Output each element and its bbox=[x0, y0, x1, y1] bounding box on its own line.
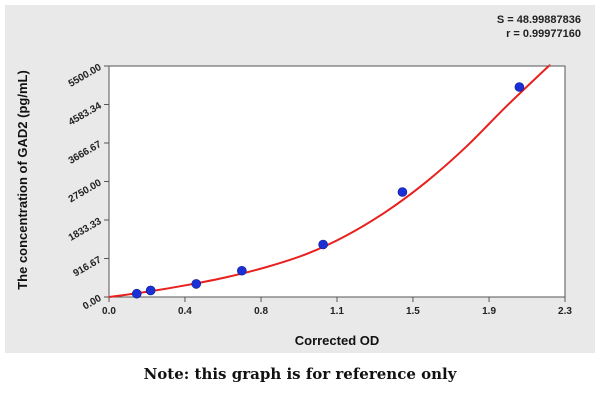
x-tick-label: 1.5 bbox=[406, 306, 420, 317]
y-axis-label: The concentration of GAD2 (pg/mL) bbox=[15, 70, 30, 290]
y-tick-label: 1833.33 bbox=[67, 216, 104, 244]
reference-note: Note: this graph is for reference only bbox=[143, 365, 457, 383]
data-point bbox=[191, 279, 202, 289]
x-axis-ticks: 0.0 0.4 0.8 1.1 1.5 1.9 2.3 bbox=[102, 297, 572, 317]
x-tick-label: 0.4 bbox=[178, 306, 192, 317]
data-point bbox=[397, 187, 408, 197]
data-point bbox=[237, 265, 247, 276]
x-tick-label: 2.3 bbox=[558, 306, 572, 317]
y-tick-label: 2750.00 bbox=[67, 177, 104, 205]
y-axis-ticks: 0.00 916.67 1833.33 2750.00 3666.67 4583.34 55… bbox=[67, 62, 109, 312]
x-tick-label: 0.8 bbox=[254, 306, 268, 317]
plot-area bbox=[108, 65, 566, 298]
x-tick-label: 0.0 bbox=[102, 306, 116, 317]
y-tick-label: 916.67 bbox=[72, 254, 104, 279]
data-point bbox=[514, 82, 525, 92]
x-tick-label: 1.1 bbox=[330, 306, 344, 317]
y-tick-label: 4583.34 bbox=[67, 100, 104, 128]
data-point bbox=[131, 288, 142, 299]
x-axis-label: Corrected OD bbox=[295, 333, 380, 348]
data-points bbox=[131, 82, 525, 299]
fit-curve bbox=[108, 64, 551, 298]
data-point bbox=[145, 285, 156, 296]
y-tick-label: 5500.00 bbox=[67, 62, 104, 90]
x-tick-label: 1.9 bbox=[482, 306, 496, 317]
s-statistic: S = 48.99887836 bbox=[496, 14, 581, 26]
y-tick-label: 0.00 bbox=[81, 293, 104, 312]
data-point bbox=[318, 239, 328, 250]
y-tick-label: 3666.67 bbox=[67, 139, 104, 167]
r-statistic: r = 0.99977160 bbox=[506, 28, 581, 40]
fit-statistics: S = 48.99887836 r = 0.99977160 bbox=[497, 13, 581, 41]
